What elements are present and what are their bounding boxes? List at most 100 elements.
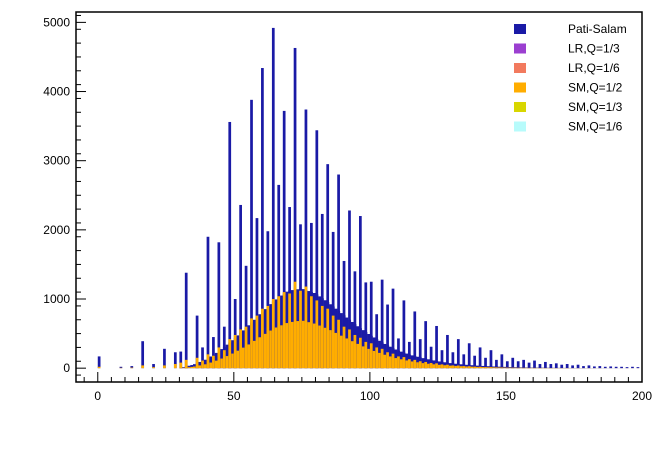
continuum-bar-sm-half [307,322,311,369]
continuum-bar-sm-half [470,366,474,369]
spike-bar-sm-half [195,357,199,369]
spike-bar-sm-half [348,329,351,369]
continuum-bar-sm-half [198,365,202,369]
continuum-bar-sm-half [421,363,425,369]
spike-bar-sm-half [478,366,482,369]
spike-bar-sm-half [299,290,302,369]
spike-bar-pati-salam [576,364,580,369]
spike-bar-pati-salam [603,366,607,369]
continuum-bar-sm-half [416,362,420,369]
legend-label: LR,Q=1/6 [568,61,620,75]
continuum-bar-sm-half [285,323,289,369]
spike-bar-pati-salam [446,334,449,369]
spike-bar-sm-half [217,347,221,369]
spike-bar-pati-salam [130,366,134,369]
spike-bar-pati-salam [478,347,482,369]
spike-bar-sm-half [397,356,400,369]
spike-bar-pati-salam [505,361,509,369]
spike-bar-sm-half [141,365,145,369]
legend-swatch-sm-q-1-6 [514,121,526,132]
spike-bar-pati-salam [614,366,618,369]
legend-swatch-lr-q-1-6 [514,63,526,73]
spike-bar-pati-salam [277,184,281,369]
spike-bar-pati-salam [228,121,232,369]
continuum-bar-pati-salam [486,366,490,369]
continuum-bar-sm-half [432,364,436,369]
spike-bar-pati-salam [544,361,547,369]
continuum-bar-sm-half [339,335,343,369]
spike-bar-pati-salam [250,99,253,369]
spike-bar-pati-salam [565,364,569,369]
continuum-bar-sm-half [476,366,479,369]
y-tick-label: 3000 [43,154,70,168]
spike-bar-pati-salam [288,207,291,369]
spike-bar-sm-half [233,334,237,369]
legend-swatch-lr-q-1-3 [514,43,526,54]
continuum-bar-sm-half [323,327,327,369]
spike-bar-sm-half [451,365,455,369]
continuum-bar-pati-salam [476,365,479,369]
continuum-bar-sm-half [263,333,267,369]
spike-bar-pati-salam [516,361,520,369]
continuum-bar-pati-salam [470,365,474,369]
continuum-bar-pati-salam [203,359,207,369]
spike-bar-pati-salam [315,130,319,369]
spike-bar-pati-salam [359,216,362,369]
continuum-bar-sm-half [236,350,240,369]
spike-bar-sm-half [271,299,275,369]
spike-bar-pati-salam [456,339,460,369]
spike-bar-sm-half [163,365,166,369]
continuum-bar-pati-salam [187,365,191,369]
spike-bar-pati-salam [587,365,591,369]
spike-bar-sm-half [407,359,411,369]
continuum-bar-sm-half [486,367,490,369]
spike-bar-pati-salam [337,174,340,369]
spike-bar-pati-salam [261,68,264,369]
spike-bar-pati-salam [598,366,602,369]
continuum-bar-sm-half [372,350,376,369]
spike-bar-sm-half [282,292,286,369]
x-tick-label: 50 [227,389,241,403]
spike-bar-pati-salam [293,47,297,369]
spike-bar-sm-half [413,359,417,369]
continuum-bar-sm-half [481,367,485,369]
spike-bar-sm-half [489,367,493,369]
continuum-bar-sm-half [258,337,262,369]
spike-bar-pati-salam [402,300,406,369]
continuum-bar-sm-half [427,363,430,369]
x-tick-label: 200 [632,389,652,403]
spike-bar-pati-salam [391,288,395,369]
spike-bar-pati-salam [206,236,210,369]
spike-bar-sm-half [206,354,210,369]
continuum-bar-pati-salam [209,356,213,369]
spike-bar-sm-half [255,315,259,369]
continuum-bar-sm-half [497,367,501,369]
spike-bar-pati-salam [554,363,558,369]
spike-bar-pati-salam [625,367,629,369]
spike-bar-pati-salam [239,204,242,369]
spike-bar-sm-half [500,367,504,369]
legend-label: LR,Q=1/3 [568,42,620,56]
continuum-bar-sm-half [459,366,463,369]
spike-bar-sm-half [391,353,395,369]
spike-bar-sm-half [402,357,406,369]
continuum-bar-sm-half [405,360,409,369]
continuum-bar-sm-half [394,358,398,369]
continuum-bar-sm-half [241,347,245,369]
spike-bar-sm-half [375,347,379,369]
continuum-bar-sm-half [378,352,381,369]
continuum-bar-sm-half [318,325,322,369]
spike-bar-pati-salam [201,347,204,369]
spike-bar-pati-salam [511,357,515,369]
spike-bar-pati-salam [266,231,270,369]
x-tick-label: 150 [496,389,516,403]
spike-bar-pati-salam [212,337,215,369]
spike-bar-pati-salam [424,321,428,369]
continuum-bar-sm-half [187,367,191,369]
spike-bar-pati-salam [631,366,634,369]
spike-bar-pati-salam [538,364,542,369]
spike-bar-sm-half [440,364,444,369]
spike-bar-sm-half [353,334,357,369]
spike-bar-pati-salam [500,354,504,369]
continuum-bar-sm-half [247,344,251,369]
